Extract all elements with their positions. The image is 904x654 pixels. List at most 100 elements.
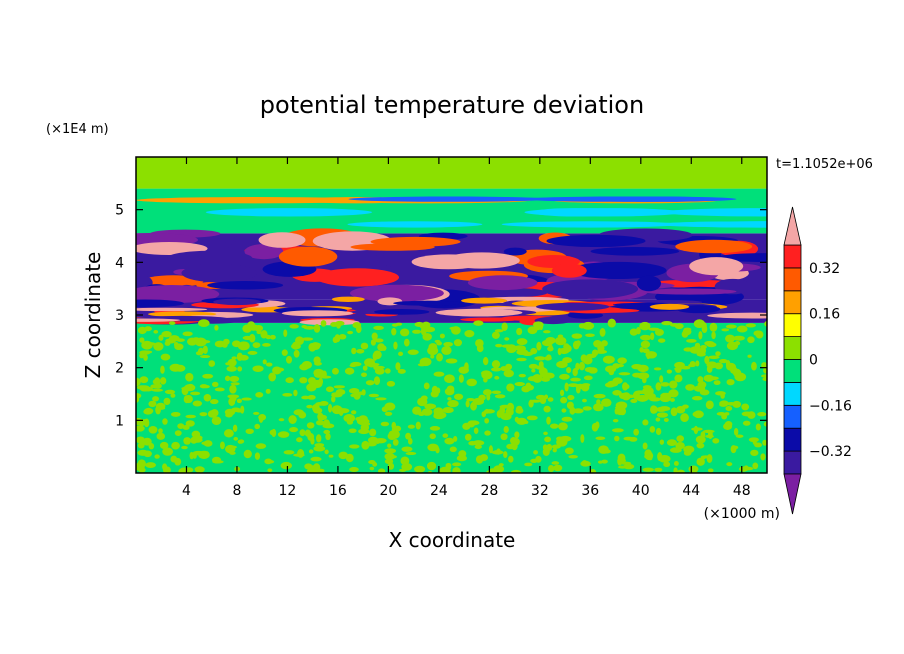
speckle-blob	[143, 354, 148, 361]
speckle-blob	[589, 469, 597, 473]
speckle-blob	[692, 411, 703, 418]
speckle-blob	[362, 365, 368, 371]
speckle-blob	[366, 441, 377, 447]
speckle-blob	[505, 363, 513, 371]
speckle-blob	[532, 374, 543, 383]
speckle-blob	[356, 417, 369, 426]
speckle-blob	[202, 373, 214, 379]
speckle-blob	[491, 450, 504, 455]
speckle-blob	[445, 462, 452, 468]
speckle-blob	[462, 422, 471, 430]
speckle-blob	[380, 421, 390, 427]
speckle-blob	[523, 420, 529, 424]
speckle-blob	[190, 391, 201, 396]
speckle-blob	[671, 447, 678, 453]
speckle-blob	[371, 332, 378, 340]
speckle-blob	[453, 339, 463, 347]
speckle-blob	[436, 387, 441, 394]
speckle-blob	[553, 464, 563, 472]
speckle-blob	[714, 362, 724, 370]
speckle-blob	[237, 439, 244, 444]
speckle-blob	[387, 443, 392, 448]
colorbar-label: 0	[809, 353, 818, 369]
speckle-blob	[427, 346, 439, 356]
speckle-blob	[614, 406, 627, 410]
speckle-blob	[392, 439, 399, 446]
speckle-blob	[543, 431, 548, 436]
speckle-blob	[310, 456, 322, 462]
speckle-blob	[301, 325, 308, 329]
speckle-blob	[706, 454, 713, 463]
speckle-blob	[335, 320, 345, 326]
speckle-blob	[162, 447, 174, 456]
speckle-blob	[683, 347, 693, 352]
speckle-blob	[612, 390, 622, 396]
speckle-blob	[272, 366, 282, 375]
thin-band-blob	[567, 311, 604, 319]
speckle-blob	[760, 374, 767, 378]
speckle-blob	[296, 437, 303, 443]
speckle-blob	[277, 431, 290, 438]
speckle-blob	[151, 388, 163, 392]
speckle-blob	[596, 399, 601, 405]
speckle-blob	[593, 393, 606, 399]
speckle-blob	[192, 450, 205, 456]
speckle-blob	[293, 389, 298, 397]
speckle-blob	[344, 367, 355, 375]
speckle-blob	[698, 331, 703, 340]
speckle-blob	[582, 321, 595, 330]
speckle-blob	[269, 334, 276, 340]
speckle-blob	[289, 426, 299, 433]
speckle-blob	[637, 364, 649, 373]
thin-band-blob	[136, 299, 184, 308]
x-axis-ticks: 4 8 12 16 20 24 28 32 36 40 44 48	[182, 157, 751, 499]
speckle-blob	[751, 361, 757, 371]
speckle-blob	[398, 351, 404, 357]
speckle-blob	[320, 320, 327, 327]
speckle-blob	[245, 428, 254, 435]
speckle-blob	[481, 411, 487, 418]
speckle-blob	[655, 382, 662, 391]
speckle-blob	[593, 339, 602, 348]
speckle-blob	[384, 411, 393, 416]
speckle-blob	[700, 344, 707, 350]
x-tick-label: 4	[182, 483, 191, 499]
speckle-blob	[164, 389, 176, 395]
speckle-blob	[674, 374, 683, 383]
eddy-blob	[478, 288, 548, 298]
speckle-blob	[283, 329, 288, 337]
speckle-blob	[721, 414, 728, 420]
speckle-blob	[185, 414, 197, 419]
eddy-blob	[349, 284, 444, 302]
speckle-blob	[148, 442, 155, 450]
speckle-blob	[226, 365, 237, 372]
speckle-blob	[493, 465, 505, 473]
speckle-blob	[332, 336, 339, 344]
speckle-blob	[762, 377, 767, 382]
speckle-blob	[646, 352, 651, 360]
speckle-blob	[711, 331, 716, 340]
speckle-blob	[436, 353, 443, 362]
speckle-blob	[494, 375, 500, 380]
speckle-blob	[384, 368, 391, 374]
speckle-blob	[685, 384, 696, 391]
speckle-blob	[702, 322, 707, 330]
thin-band-blob	[535, 302, 610, 311]
speckle-blob	[599, 328, 606, 337]
speckle-blob	[464, 433, 472, 441]
speckle-blob	[524, 462, 533, 467]
speckle-blob	[452, 467, 461, 473]
speckle-blob	[181, 386, 189, 396]
speckle-blob	[314, 361, 322, 366]
speckle-blob	[745, 323, 757, 328]
speckle-blob	[212, 460, 224, 464]
speckle-blob	[308, 342, 317, 352]
speckle-blob	[726, 378, 735, 386]
thin-band-blob	[435, 308, 523, 317]
speckle-blob	[317, 412, 324, 421]
speckle-blob	[430, 354, 435, 359]
speckle-blob	[230, 382, 240, 386]
speckle-blob	[748, 437, 759, 443]
speckle-blob	[427, 443, 439, 452]
